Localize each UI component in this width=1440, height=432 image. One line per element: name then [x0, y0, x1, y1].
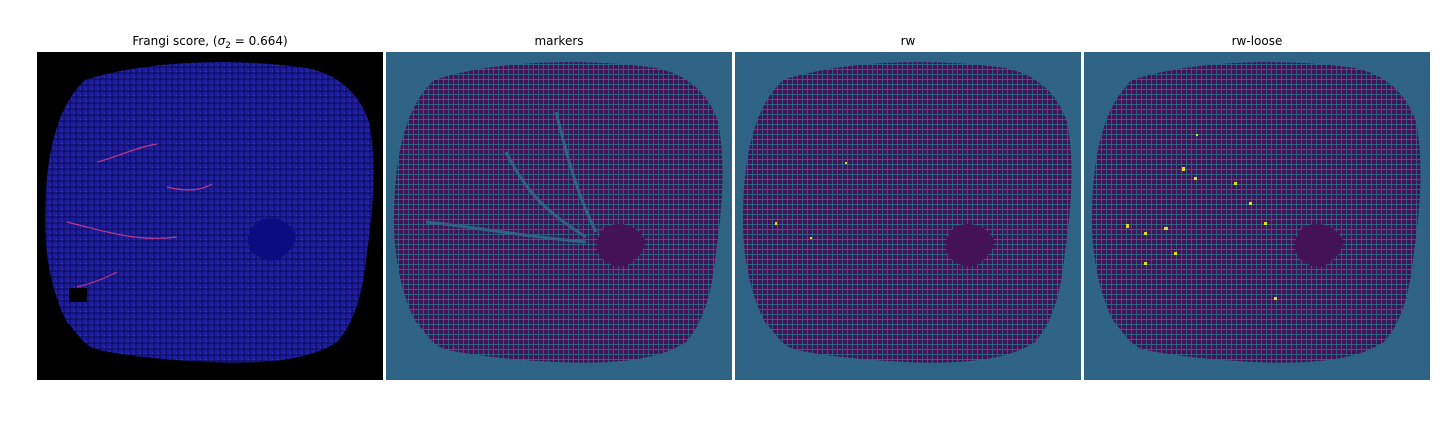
vein-lines: [66, 143, 213, 288]
markers-image: [386, 52, 732, 380]
leaf-region: [1092, 62, 1421, 363]
frangi-score-image: [37, 52, 383, 380]
leaf-region: [394, 62, 723, 363]
leaf-region: [45, 62, 374, 363]
center-hole: [247, 218, 296, 261]
leaf-region: [743, 62, 1072, 363]
frangi-panel: Frangi score, (σ2 = 0.664): [37, 34, 383, 380]
vein-lines: [425, 111, 598, 244]
center-hole: [945, 224, 994, 267]
highlight-spots: [775, 162, 847, 239]
center-hole: [596, 224, 645, 267]
highlight-spots: [1126, 134, 1277, 300]
rw-loose-panel: rw-loose: [1084, 34, 1430, 380]
rw-loose-image: [1084, 52, 1430, 380]
left-hole: [69, 288, 87, 302]
panel-title-frangi: Frangi score, (σ2 = 0.664): [132, 34, 288, 51]
panel-title-markers: markers: [534, 34, 584, 48]
panel-title-rw: rw: [900, 34, 916, 48]
rw-image: [735, 52, 1081, 380]
center-hole: [1294, 224, 1343, 267]
rw-panel: rw: [735, 34, 1081, 380]
markers-panel: markers: [386, 34, 732, 380]
panel-title-rw-loose: rw-loose: [1231, 34, 1283, 48]
